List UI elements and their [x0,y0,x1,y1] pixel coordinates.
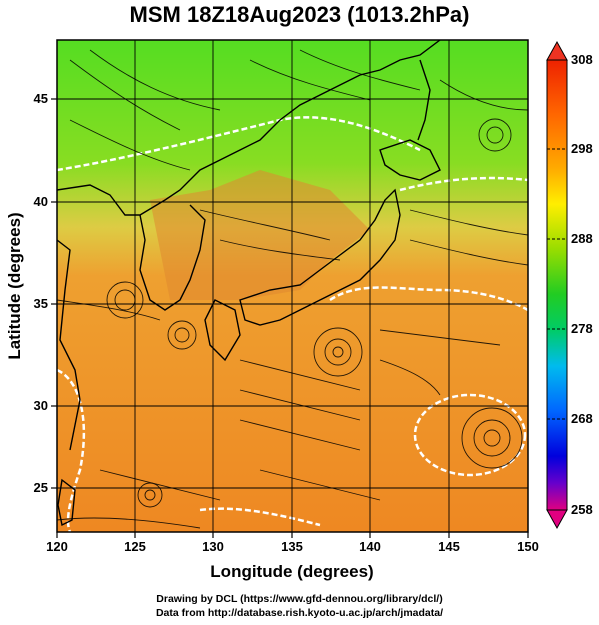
y-tick-label: 40 [34,194,48,209]
colorbar: 308 298 288 278 268 258 [546,40,593,530]
isotherm-contour [413,393,527,477]
x-tick-labels: 120 125 130 135 140 145 150 [46,539,539,554]
coastline-japan-kyushu [204,299,241,362]
colorbar-label: 308 [571,52,593,67]
x-axis-title: Longitude (degrees) [210,562,373,581]
coastlines [57,40,441,527]
colorbar-label: 268 [571,411,593,426]
coastline-japan-hokkaido [379,139,441,181]
y-tick-label: 35 [34,296,48,311]
y-tick-label: 45 [34,91,48,106]
colorbar-label: 298 [571,141,593,156]
map-title: MSM 18Z18Aug2023 (1013.2hPa) [129,2,470,27]
colorbar-top-arrow [546,40,568,61]
colorbar-bottom-arrow [546,509,568,530]
x-tick-label: 145 [438,539,460,554]
y-axis-title: Latitude (degrees) [5,212,24,359]
y-tick-label: 30 [34,398,48,413]
wind-streamlines [57,49,528,529]
x-tick-label: 150 [517,539,539,554]
graticule [57,40,528,532]
colorbar-label: 278 [571,321,593,336]
credit-data: Data from http://database.rish.kyoto-u.a… [155,607,444,619]
isotherm-contour [399,176,528,192]
warm-land-region [150,170,370,300]
coastline-china [57,239,81,451]
map-layers [57,40,528,532]
colorbar-label: 288 [571,231,593,246]
isotherm-contour [329,286,528,312]
isotherm-contour [57,368,86,532]
y-tick-labels: 45 40 35 30 25 [34,91,48,495]
colorbar-label: 258 [571,502,593,517]
y-tick-label: 25 [34,480,48,495]
x-tick-label: 120 [46,539,68,554]
coastline-sakhalin [417,59,431,141]
x-tick-label: 135 [281,539,303,554]
colorbar-body [546,59,568,511]
x-tick-label: 140 [359,539,381,554]
axis-ticks [51,98,529,538]
coastline-japan-honshu [239,188,401,326]
credit-drawing: Drawing by DCL (https://www.gfd-dennou.o… [156,593,443,605]
coastline-korea [139,204,206,311]
isotherm-contour [57,116,421,172]
coastline-asia [57,40,441,216]
x-tick-label: 125 [124,539,146,554]
x-tick-label: 130 [202,539,224,554]
